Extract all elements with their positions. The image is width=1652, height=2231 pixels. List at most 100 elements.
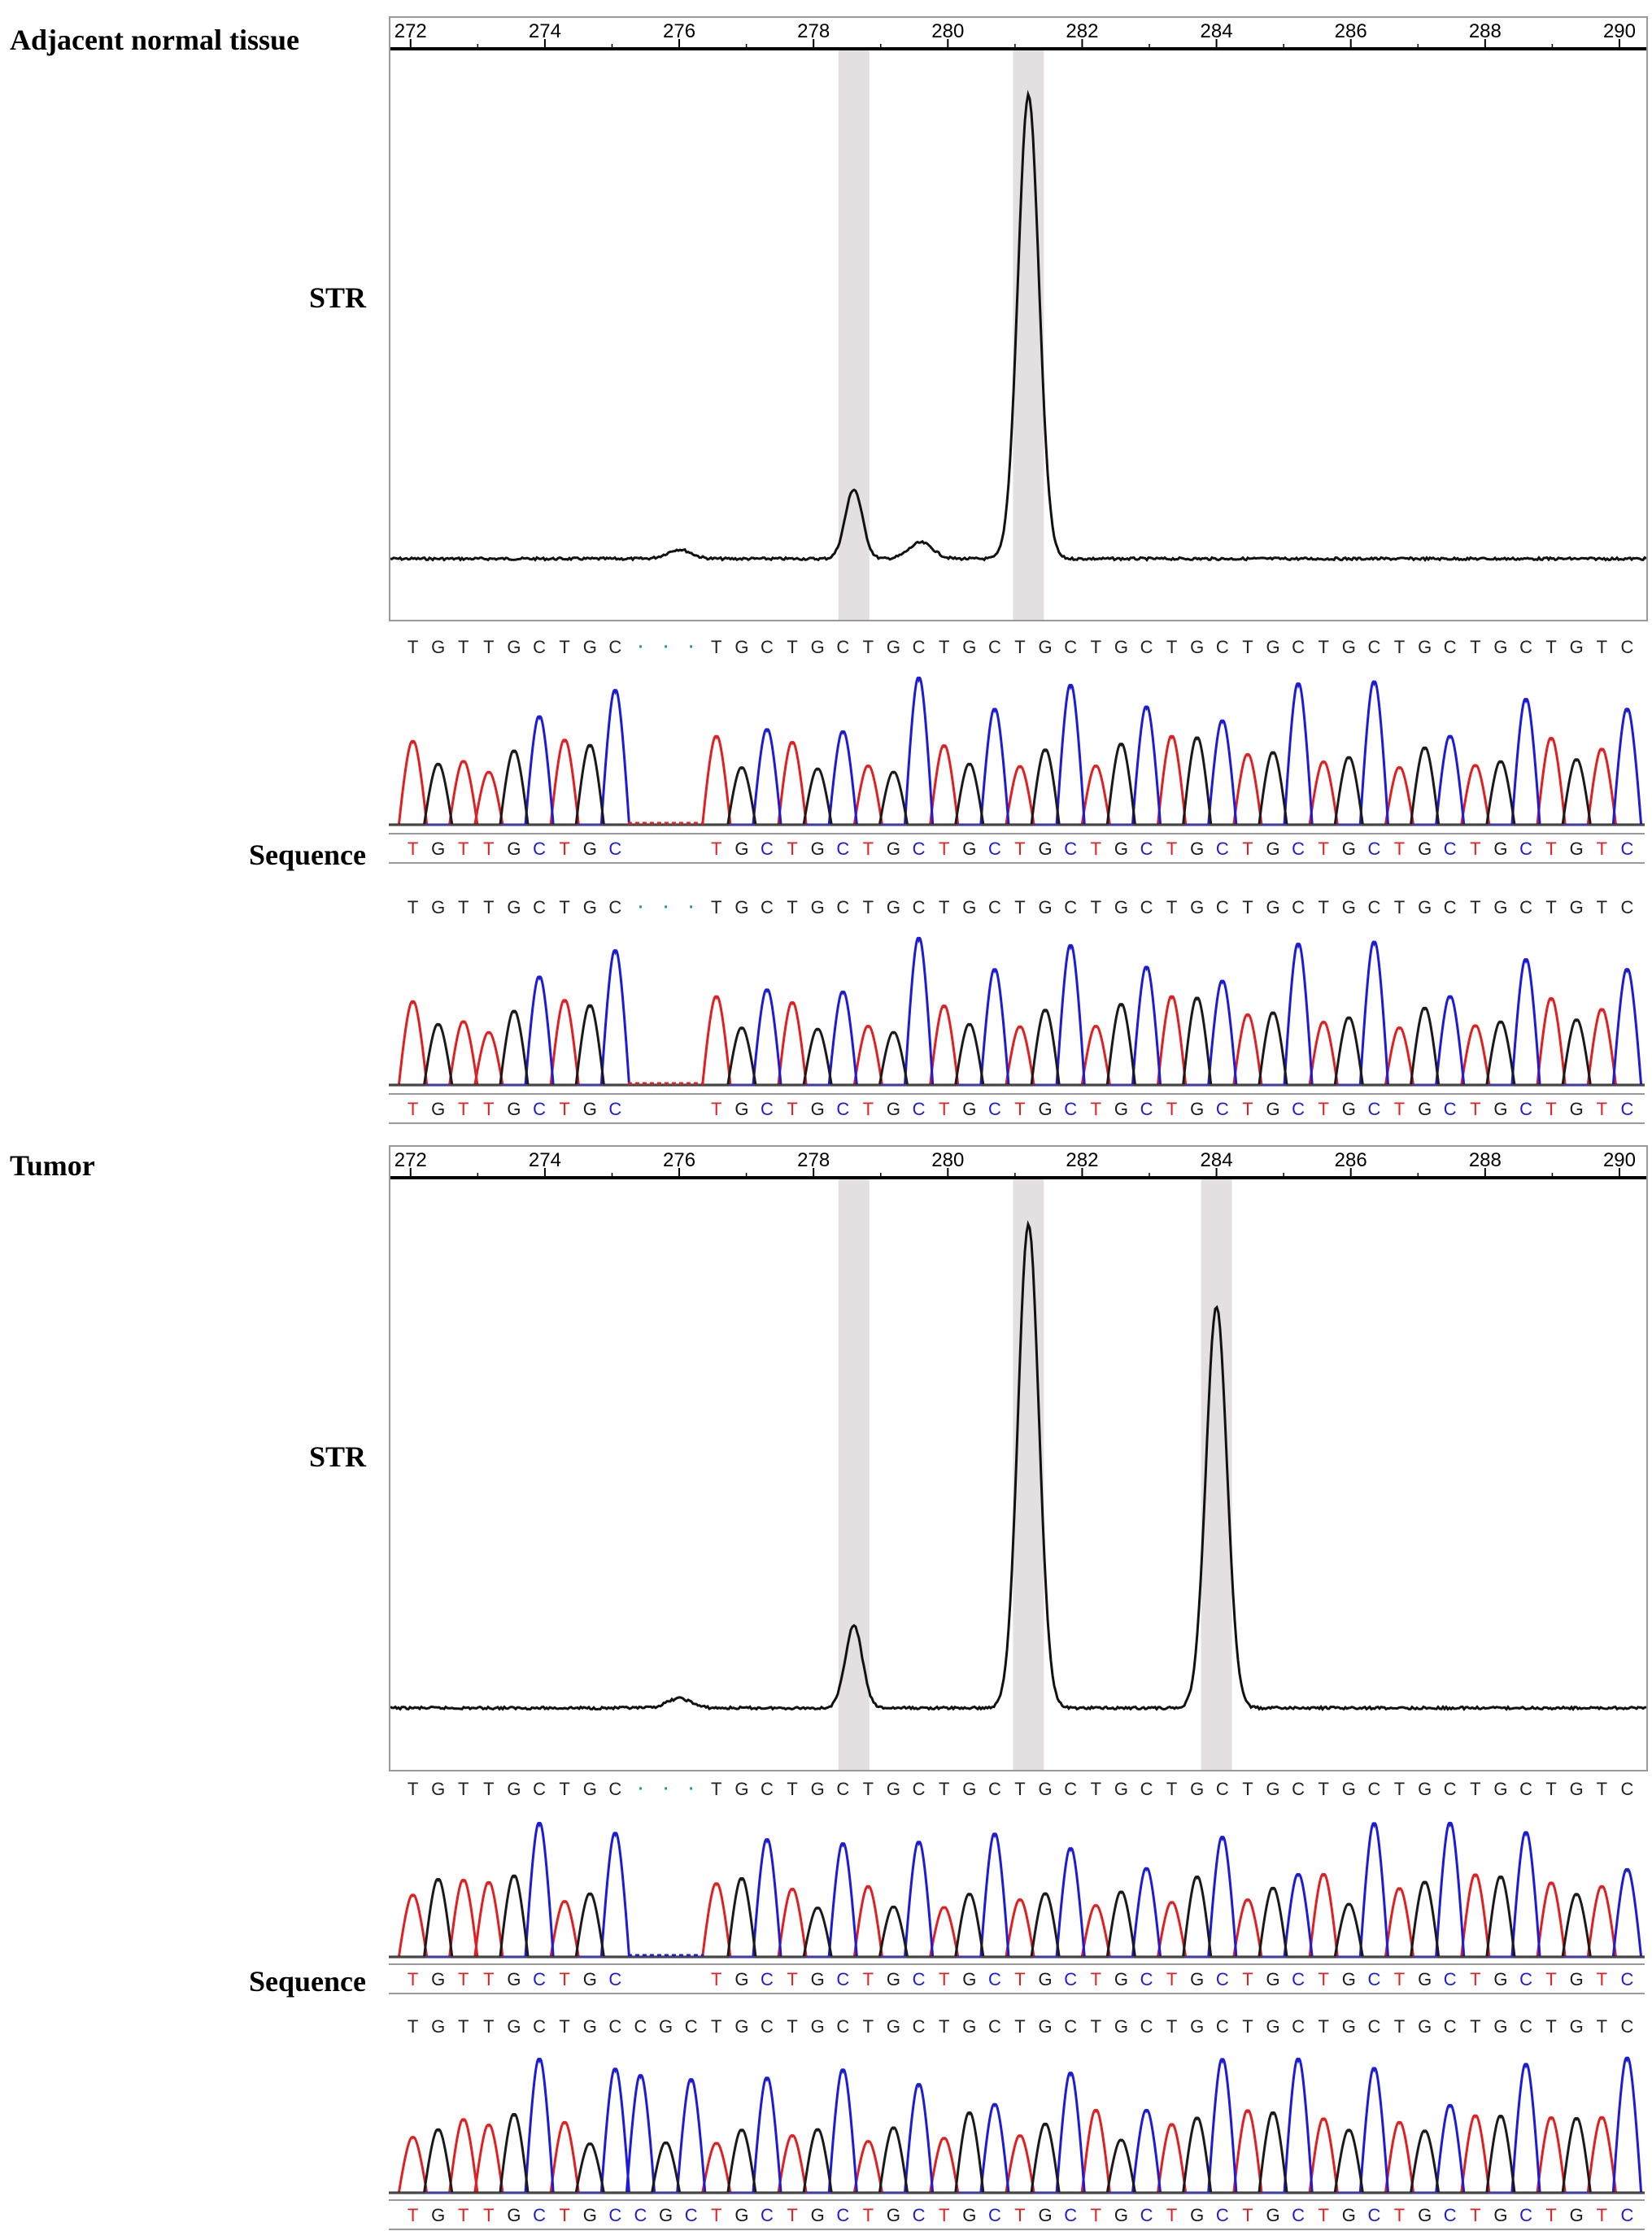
base-call-letter: G [734, 637, 748, 657]
base-call-letter: G [1190, 637, 1204, 657]
base-call-letter: T [1166, 2016, 1177, 2037]
base-call-letter: T [408, 1099, 418, 1119]
base-call-letter: C [761, 897, 774, 917]
base-call-letter: T [1091, 839, 1101, 859]
base-call-letter: C [988, 1099, 1001, 1119]
base-call-letter: · [662, 893, 670, 919]
base-call-letter: G [734, 2205, 748, 2225]
base-call-letter: G [887, 839, 900, 859]
base-call-letter: C [988, 1969, 1001, 1989]
base-call-letter: T [483, 839, 494, 859]
base-call-letter: G [1418, 839, 1432, 859]
base-call-letter: C [1519, 839, 1532, 859]
base-call-letter: T [1014, 897, 1025, 917]
base-call-letter: T [939, 2016, 949, 2037]
base-call-letter: C [1140, 839, 1153, 859]
base-call-letter: G [1190, 2205, 1204, 2225]
base-call-letter: T [711, 2016, 721, 2037]
base-call-letter: G [887, 637, 900, 657]
base-call-letter: T [1166, 2205, 1177, 2225]
base-call-letter: T [1394, 637, 1405, 657]
base-call-letter: C [1292, 2016, 1305, 2037]
chromatogram-normal-1 [389, 665, 1645, 830]
base-call-letter: T [559, 1779, 569, 1799]
base-call-letter: G [431, 839, 445, 859]
size-axis-tick-label: 276 [663, 20, 695, 42]
base-call-letter: C [913, 1779, 926, 1799]
base-call-letter: C [1292, 2205, 1305, 2225]
size-axis-tick-label: 290 [1603, 20, 1636, 42]
base-call-letter: T [787, 2016, 797, 2037]
base-call-letter: C [1216, 2016, 1229, 2037]
str-label-tumor: STR [308, 1440, 366, 1473]
base-call-letter: T [1545, 2016, 1556, 2037]
base-call-letter: T [787, 637, 797, 657]
base-call-letter: G [1570, 2205, 1584, 2225]
base-call-letter: G [1418, 2016, 1432, 2037]
base-call-letter: G [962, 1779, 976, 1799]
base-calls-normal-2: T G T T G C T G C · · · T G C T G C T G C T G C T G C T G C T G C T G C T G C T… [389, 893, 1645, 921]
base-call-letter: T [1545, 1779, 1556, 1799]
base-call-letter: G [887, 1969, 900, 1989]
base-call-letter: G [1570, 1779, 1584, 1799]
base-call-letter: C [1216, 839, 1229, 859]
base-call-letter: C [1367, 2205, 1380, 2225]
base-call-letter: T [408, 1969, 418, 1989]
base-call-letter: T [939, 1969, 949, 1989]
base-call-letter: G [962, 2016, 976, 2037]
base-call-letter: T [559, 1969, 569, 1989]
base-call-letter: C [1367, 1969, 1380, 1989]
base-call-letter: G [962, 1099, 976, 1119]
base-call-letter: C [913, 839, 926, 859]
base-call-letter: G [1039, 2016, 1053, 2037]
trace-channel-C [389, 2056, 1645, 2194]
base-call-letter: T [939, 1099, 949, 1119]
base-call-letter: G [1039, 1969, 1053, 1989]
base-call-letter: C [988, 1779, 1001, 1799]
base-call-letter: C [634, 2016, 647, 2037]
base-call-letter: · [636, 633, 644, 659]
base-call-letter: C [1064, 1099, 1077, 1119]
base-call-letter: T [1014, 2205, 1025, 2225]
base-call-letter: G [1570, 637, 1584, 657]
base-call-letter: T [458, 897, 469, 917]
base-call-letter: C [913, 1969, 926, 1989]
base-call-letter: C [1292, 637, 1305, 657]
base-call-svg: T G T T G C T G C · · · T G C T G C T G C T G C T G C T G C T G C T G C T G C T… [408, 893, 1634, 919]
base-call-letter: C [913, 897, 926, 917]
allele-highlight-band [838, 1179, 870, 1770]
base-call-letter: T [458, 637, 469, 657]
base-call-letter: G [1266, 2205, 1279, 2225]
trace-channel-G [389, 996, 1645, 1087]
base-call-letter: C [1621, 897, 1634, 917]
base-call-letter: G [507, 1099, 521, 1119]
base-call-letter: G [1039, 1099, 1053, 1119]
base-call-letter: T [1597, 1099, 1607, 1119]
base-call-letter: G [1342, 1099, 1356, 1119]
base-call-letter: C [913, 2016, 926, 2037]
base-call-letter: T [1091, 637, 1101, 657]
base-call-letter: C [836, 2016, 849, 2037]
base-call-letter: · [687, 1775, 695, 1801]
base-call-letter: C [1064, 839, 1077, 859]
base-call-letter: C [761, 637, 774, 657]
base-call-letter: T [1091, 1779, 1101, 1799]
base-call-letter: G [507, 1969, 521, 1989]
base-call-letter: G [811, 2205, 825, 2225]
base-call-letter: C [533, 1099, 546, 1119]
base-call-letter: C [533, 1779, 546, 1799]
size-axis-tick-label: 286 [1335, 1149, 1367, 1171]
base-call-letter: G [583, 1969, 597, 1989]
base-call-letter: C [761, 1099, 774, 1119]
base-call-letter: G [1342, 1969, 1356, 1989]
chromatogram-normal-2 [389, 926, 1645, 1090]
base-call-letter: T [1091, 897, 1101, 917]
base-call-letter: G [507, 2016, 521, 2037]
base-call-letter: T [559, 2016, 569, 2037]
base-call-letter: C [1367, 1099, 1380, 1119]
base-call-letter: T [863, 2205, 874, 2225]
base-call-letter: G [1418, 1969, 1432, 1989]
size-axis-tick-label: 282 [1066, 1149, 1098, 1171]
base-call-letter: T [1318, 637, 1328, 657]
